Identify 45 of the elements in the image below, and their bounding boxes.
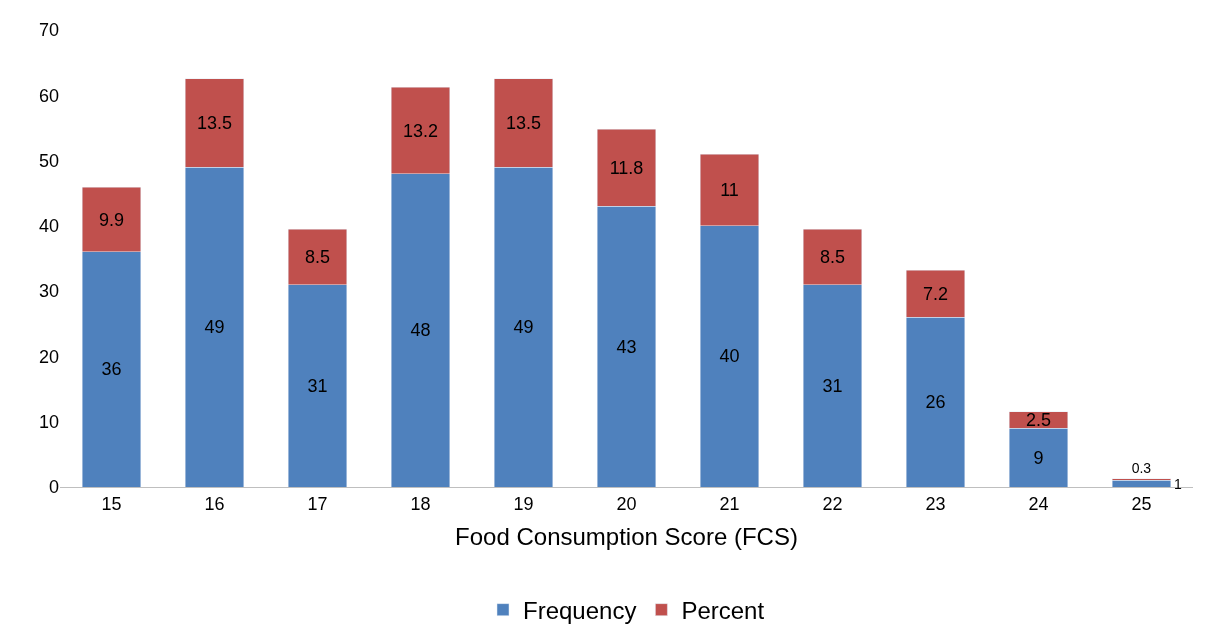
y-tick-label: 70 [38,20,59,41]
y-tick-label: 40 [38,216,59,237]
x-tick-label: 18 [410,493,431,514]
y-tick-label: 50 [38,150,59,171]
y-tick-label: 60 [38,85,59,106]
x-tick-label: 23 [925,493,946,514]
x-tick-label: 25 [1131,493,1152,514]
data-label: 31 [822,375,843,396]
bar [1111,480,1172,487]
data-label: 40 [719,346,740,367]
x-tick-label: 21 [719,493,740,514]
x-tick-label: 20 [616,493,637,514]
y-tick-label: 20 [38,346,59,367]
x-tick-label: 15 [101,493,122,514]
x-axis-title: Food Consumption Score (FCS) [455,522,798,550]
y-tick-label: 10 [38,412,59,433]
x-tick-label: 22 [822,493,843,514]
data-label: 49 [204,317,225,338]
data-label: 13.5 [196,113,233,134]
data-label: 9 [1033,447,1044,468]
x-tick-label: 24 [1028,493,1049,514]
x-tick-label: 19 [513,493,534,514]
x-tick-label: 17 [307,493,328,514]
data-label: 31 [307,375,328,396]
data-label: 8.5 [304,246,331,267]
data-label: 2.5 [1025,410,1052,431]
data-label: 1 [1174,476,1182,492]
y-tick-label: 0 [48,477,59,498]
data-label: 13.5 [505,113,542,134]
data-label: 49 [513,317,534,338]
data-label: 48 [410,320,431,341]
data-label: 13.2 [402,120,439,141]
data-label: 7.2 [922,283,949,304]
legend-label: Percent [681,597,765,624]
data-label: 11.8 [609,157,644,178]
data-label: 26 [925,392,946,413]
x-tick-label: 16 [204,493,225,514]
data-label: 36 [101,359,122,380]
y-tick-label: 30 [38,281,59,302]
legend-label: Frequency [523,597,637,624]
data-label: 9.9 [98,209,125,230]
data-label: 11 [720,179,739,200]
data-label: 43 [616,336,637,357]
data-label: 0.3 [1131,459,1152,476]
data-label: 8.5 [819,246,846,267]
